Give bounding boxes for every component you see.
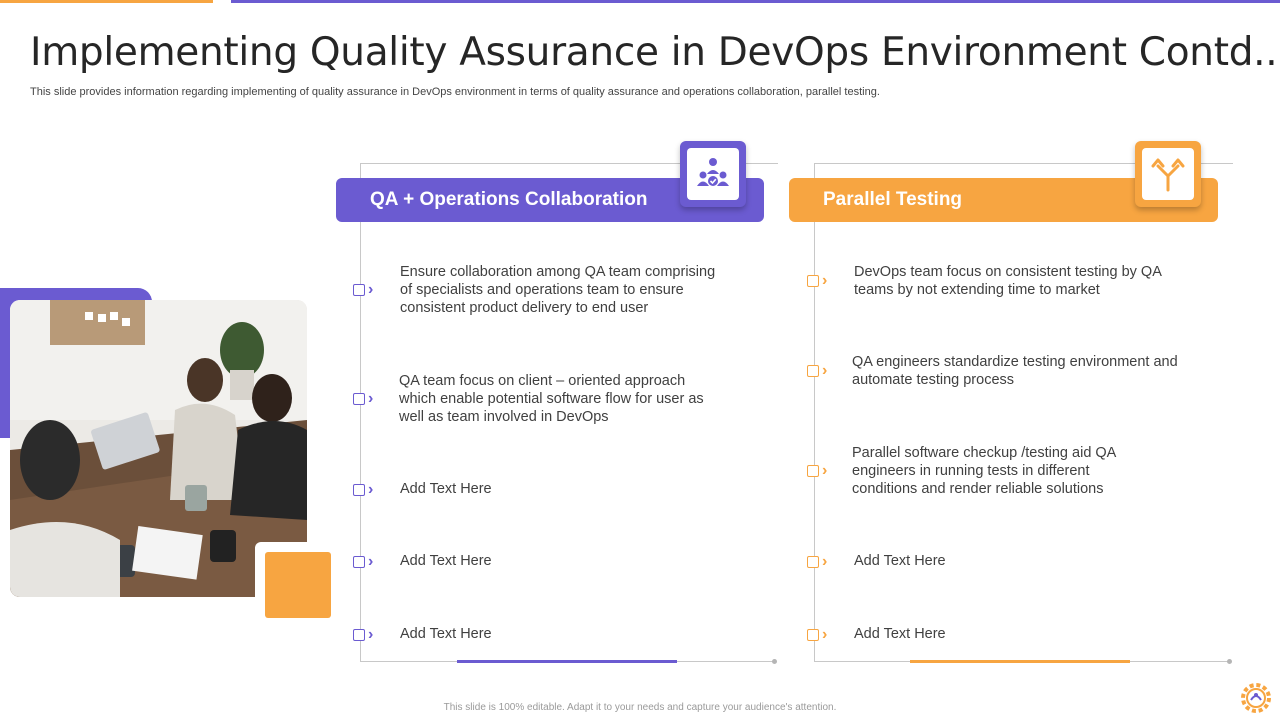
split-arrows-icon-box <box>1135 141 1201 207</box>
item-bullet-box <box>807 556 819 568</box>
item-bullet-box <box>353 393 365 405</box>
panel-bottom-accent <box>457 660 677 663</box>
panel-end-dot <box>772 659 777 664</box>
item-text: QA engineers standardize testing environ… <box>852 354 1178 388</box>
chevron-right-icon: › <box>368 390 374 407</box>
chevron-right-icon: › <box>368 481 374 498</box>
chevron-right-icon: › <box>822 626 828 643</box>
chevron-right-icon: › <box>822 553 828 570</box>
team-meeting-photo <box>10 300 307 597</box>
item-bullet-box <box>807 275 819 287</box>
chevron-right-icon: › <box>822 272 828 289</box>
item-bullet-box <box>353 556 365 568</box>
item-bullet-box <box>353 484 365 496</box>
item-text: DevOps team focus on consistent testing … <box>854 264 1162 298</box>
footer-note: This slide is 100% editable. Adapt it to… <box>443 702 837 713</box>
item-text: Add Text Here <box>400 481 492 497</box>
item-text: Add Text Here <box>854 626 946 642</box>
panel-bottom-accent <box>910 660 1130 663</box>
item-bullet-box <box>807 365 819 377</box>
chevron-right-icon: › <box>368 626 374 643</box>
item-bullet-box <box>353 629 365 641</box>
item-text: Add Text Here <box>400 626 492 642</box>
chevron-right-icon: › <box>368 553 374 570</box>
split-arrows-icon <box>1142 148 1194 200</box>
chevron-right-icon: › <box>822 362 828 379</box>
panel-frame-top <box>360 163 778 164</box>
item-text: QA team focus on client – oriented appro… <box>399 373 704 425</box>
chevron-right-icon: › <box>368 281 374 298</box>
photo-accent-orange <box>265 552 331 618</box>
item-text: Parallel software checkup /testing aid Q… <box>852 445 1116 497</box>
slide-title: Implementing Quality Assurance in DevOps… <box>30 30 1278 75</box>
slide-subtitle: This slide provides information regardin… <box>30 86 880 98</box>
panel-end-dot <box>1227 659 1232 664</box>
team-check-icon-box <box>680 141 746 207</box>
top-accent-purple <box>231 0 1280 3</box>
panel-frame-top <box>814 163 1233 164</box>
item-text: Add Text Here <box>854 553 946 569</box>
item-text: Add Text Here <box>400 553 492 569</box>
panel-frame-left <box>814 163 815 662</box>
chevron-right-icon: › <box>822 462 828 479</box>
item-bullet-box <box>353 284 365 296</box>
item-text: Ensure collaboration among QA team compr… <box>400 264 716 316</box>
item-bullet-box <box>807 629 819 641</box>
panel-frame-left <box>360 163 361 662</box>
team-check-icon <box>687 148 739 200</box>
top-accent-orange <box>0 0 213 3</box>
gear-logo-icon <box>1238 680 1274 716</box>
item-bullet-box <box>807 465 819 477</box>
